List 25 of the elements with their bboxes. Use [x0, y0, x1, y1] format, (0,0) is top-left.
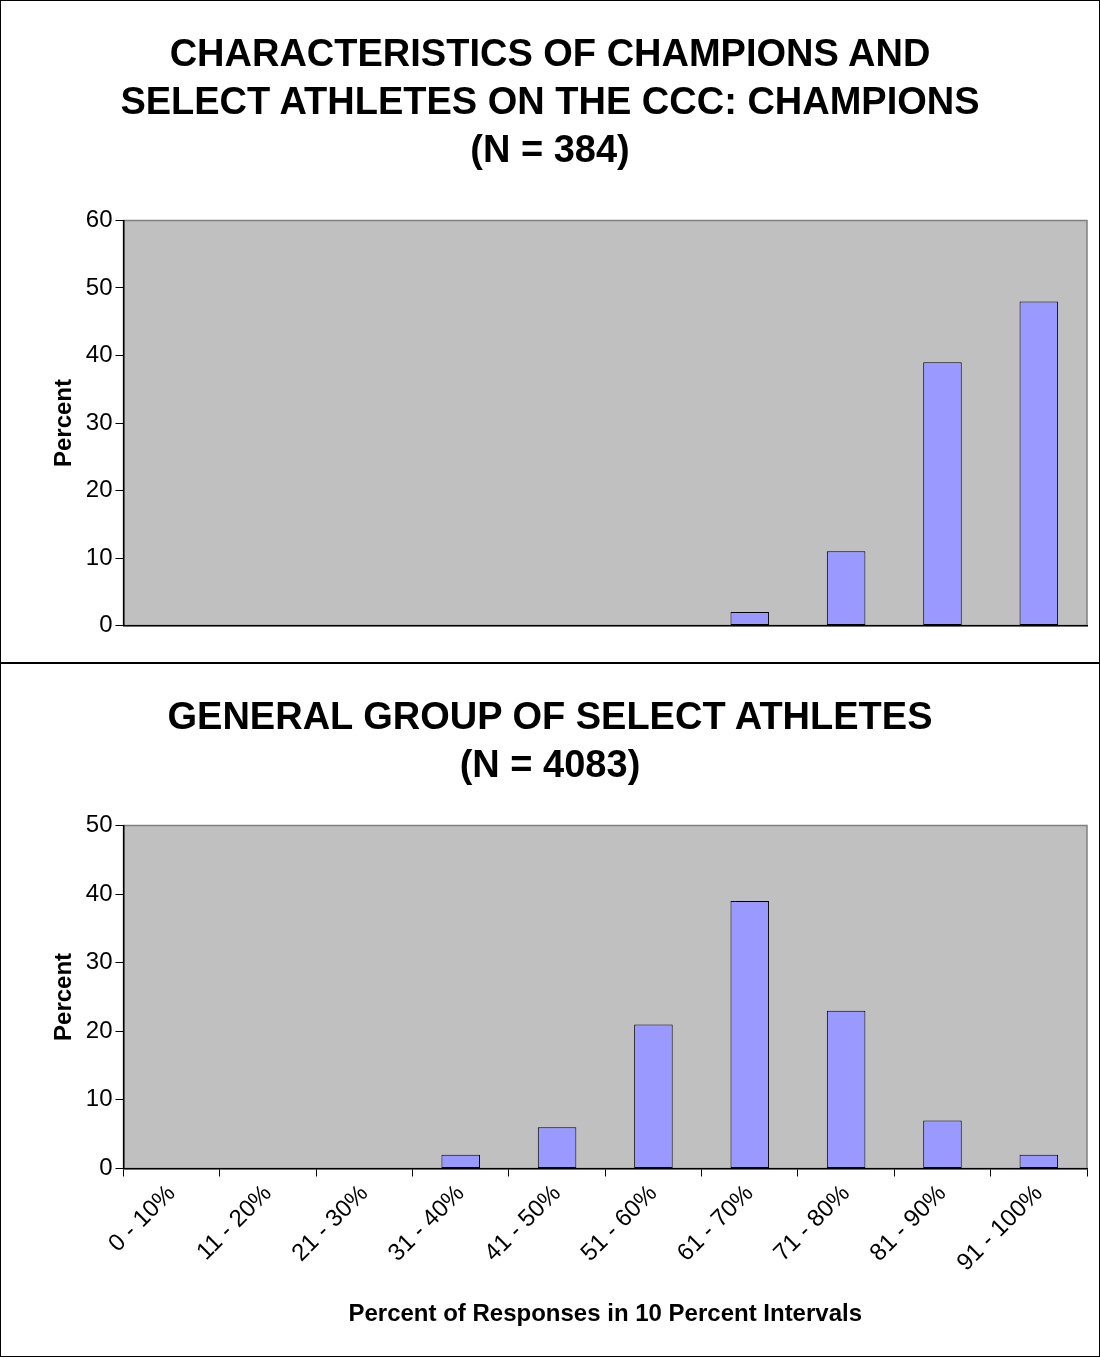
- chart-title: CHARACTERISTICS OF CHAMPIONS AND SELECT ATHLETES ON THE CCC: CHAMPIONS (N = 384): [119, 31, 981, 172]
- y-axis-title: Percent: [49, 952, 77, 1041]
- y-tick-label: 0: [99, 610, 113, 638]
- x-tick-label: 21 - 30%: [285, 1178, 373, 1266]
- chart-title: GENERAL GROUP OF SELECT ATHLETES (N = 4083): [166, 694, 934, 787]
- y-tick-label: 10: [85, 1084, 113, 1112]
- y-tick-label: 30: [85, 407, 113, 435]
- x-tick-label: 51 - 60%: [574, 1178, 662, 1266]
- y-tick-label: 40: [85, 878, 113, 906]
- y-tick-label: 30: [85, 947, 113, 975]
- y-tick-label: 60: [85, 205, 113, 233]
- y-tick-label: 20: [85, 475, 113, 503]
- x-tick-label: 81 - 90%: [863, 1178, 951, 1266]
- x-tick-label: 61 - 70%: [670, 1178, 758, 1266]
- y-axis-title: Percent: [49, 378, 77, 468]
- y-tick-label: 20: [85, 1015, 113, 1043]
- y-tick-label: 0: [99, 1153, 113, 1181]
- x-tick-label: 31 - 40%: [381, 1178, 469, 1266]
- x-tick-label: 41 - 50%: [478, 1178, 566, 1266]
- y-tick-label: 50: [85, 272, 113, 300]
- y-tick-label: 40: [85, 340, 113, 368]
- x-axis-title: Percent of Responses in 10 Percent Intervals: [348, 1299, 863, 1327]
- y-tick-label: 50: [85, 810, 113, 838]
- x-tick-label: 71 - 80%: [767, 1178, 855, 1266]
- y-tick-label: 10: [85, 542, 113, 570]
